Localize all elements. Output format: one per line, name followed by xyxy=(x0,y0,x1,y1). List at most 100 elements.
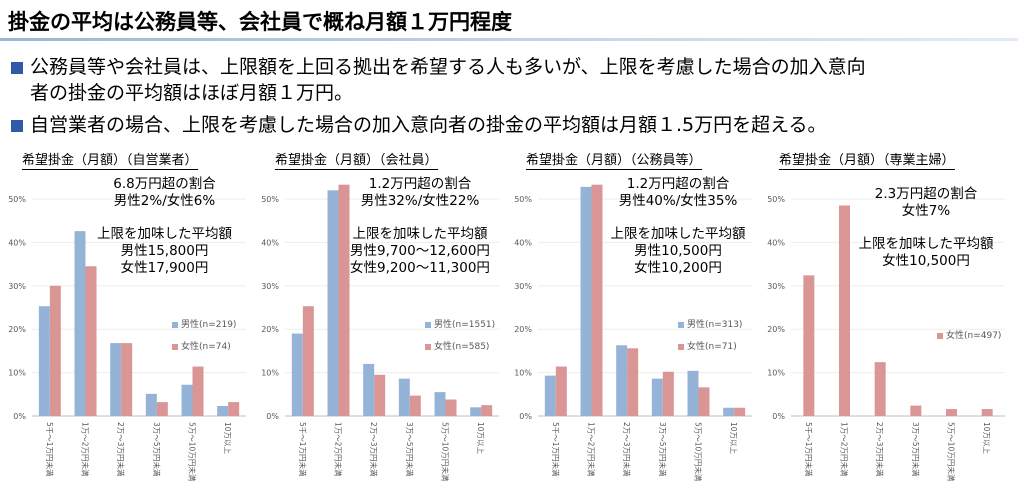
bar-female xyxy=(981,409,993,416)
y-tick-label: 50% xyxy=(514,195,532,204)
y-tick-label: 10% xyxy=(514,369,532,378)
bullet-text-line: 者の掛金の平均額はほぼ月額１万円。 xyxy=(30,82,354,104)
y-tick-label: 10% xyxy=(8,369,26,378)
legend-item: 女性(n=585) xyxy=(425,339,489,352)
bar-female xyxy=(85,266,97,416)
x-category-label: 5万～10万円未満 xyxy=(947,422,957,482)
y-tick-label: 0% xyxy=(519,412,532,421)
bullet-item-1: 公務員等や会社員は、上限額を上回る拠出を希望する人も多いが、上限を考慮した場合の… xyxy=(10,54,1010,106)
chart-annotation-average: 上限を加味した平均額 男性9,700～12,600円 女性9,200～11,300円 xyxy=(340,226,500,277)
chart-annotation-average: 上限を加味した平均額 男性15,800円 女性17,900円 xyxy=(77,226,252,277)
x-category-label: 1万～2万円未満 xyxy=(81,422,91,477)
legend-label: 男性(n=219) xyxy=(181,320,237,330)
bar-male xyxy=(363,363,375,416)
bar-female xyxy=(662,371,674,416)
x-category-label: 5万～10万円未満 xyxy=(188,422,198,482)
x-category-label: 5万～10万円未満 xyxy=(694,422,704,482)
x-category-label: 3万～5万円未満 xyxy=(152,422,162,477)
bullet-square-icon xyxy=(11,120,23,132)
chart-annotation: 6.8万円超の割合 男性2%/女性6% xyxy=(77,176,252,210)
bar-male xyxy=(723,407,735,416)
annotation-line: 男性9,700～12,600円 xyxy=(350,243,490,259)
y-tick-label: 20% xyxy=(8,325,26,334)
legend-item: 女性(n=71) xyxy=(678,339,737,352)
bar-female xyxy=(374,374,386,416)
x-category-label: 10万以上 xyxy=(476,422,485,455)
annotation-line: 女性9,200～11,300円 xyxy=(350,260,490,276)
annotation-line: 男性10,500円 xyxy=(634,243,722,259)
bar-male xyxy=(145,393,157,416)
bar-female xyxy=(734,407,746,416)
y-tick-label: 20% xyxy=(261,325,279,334)
y-tick-label: 0% xyxy=(266,412,279,421)
bar-female xyxy=(555,366,567,416)
chart-annotation-average: 上限を加味した平均額 男性10,500円 女性10,200円 xyxy=(598,226,758,277)
bar-male xyxy=(398,378,410,416)
bar-female xyxy=(156,402,168,416)
chart-title: 希望掛金（月額）（専業主婦） xyxy=(779,153,955,170)
annotation-line: 1.2万円超の割合 xyxy=(626,176,730,192)
x-category-label: 5千～1万円未満 xyxy=(804,422,814,477)
x-category-label: 3万～5万円未満 xyxy=(405,422,415,477)
y-tick-label: 40% xyxy=(8,238,26,247)
legend-label: 女性(n=585) xyxy=(434,342,490,352)
legend-label: 女性(n=74) xyxy=(181,342,231,352)
bullet-list: 公務員等や会社員は、上限額を上回る拠出を希望する人も多いが、上限を考慮した場合の… xyxy=(10,54,1010,138)
legend-swatch xyxy=(678,343,684,350)
x-category-label: 2万～3万円未満 xyxy=(369,422,379,477)
x-category-label: 2万～3万円未満 xyxy=(622,422,632,477)
bar-female xyxy=(121,343,133,416)
legend-swatch xyxy=(172,321,178,328)
y-tick-label: 40% xyxy=(767,238,785,247)
chart-title: 希望掛金（月額）（公務員等） xyxy=(526,153,702,170)
annotation-line: 男性40%/女性35% xyxy=(618,193,738,209)
chart-plot-svg: 0% 10% 20% 30% 40% 50% 5千～1万円未満 1万～2万円未満 2万～3万円未… xyxy=(8,195,246,482)
x-category-label: 10万以上 xyxy=(982,422,991,455)
legend-label: 男性(n=313) xyxy=(687,320,743,330)
chart-company-employee: 希望掛金（月額）（会社員） 0% 10% 20% 30% 40% 50% 5千～1万円未満 1万… xyxy=(255,152,505,497)
bullet-square-icon xyxy=(11,62,23,74)
chart-self-employed: 希望掛金（月額）（自営業者） 0% 10% 20% 30% 40% 50% 5千～1万円未満 1… xyxy=(2,152,252,497)
legend-swatch xyxy=(937,332,943,339)
bar-male xyxy=(181,384,193,416)
y-tick-label: 20% xyxy=(514,325,532,334)
annotation-line: 上限を加味した平均額 xyxy=(352,226,488,242)
bar-female xyxy=(874,362,886,416)
annotation-line: 1.2万円超の割合 xyxy=(368,176,472,192)
bar-male xyxy=(544,375,556,416)
x-category-label: 3万～5万円未満 xyxy=(911,422,921,477)
x-category-label: 10万以上 xyxy=(729,422,738,455)
legend-item: 男性(n=313) xyxy=(678,317,742,330)
annotation-line: 女性10,200円 xyxy=(634,260,722,276)
bar-female xyxy=(409,395,421,416)
annotation-line: 上限を加味した平均額 xyxy=(610,226,746,242)
y-tick-label: 20% xyxy=(767,325,785,334)
x-category-label: 10万以上 xyxy=(223,422,232,455)
chart-plot-svg: 0% 10% 20% 30% 40% 50% 5千～1万円未満 1万～2万円未満 2万～3万円未… xyxy=(261,184,499,482)
bar-male xyxy=(110,343,122,416)
x-category-label: 1万～2万円未満 xyxy=(587,422,597,477)
legend-item: 男性(n=219) xyxy=(172,317,236,330)
annotation-line: 女性17,900円 xyxy=(120,260,209,276)
bar-female xyxy=(591,184,603,416)
x-category-label: 5千～1万円未満 xyxy=(45,422,55,477)
chart-plot-svg: 0% 10% 20% 30% 40% 50% 5千～1万円未満 1万～2万円未満 2万～3万円未… xyxy=(767,195,1005,482)
annotation-line: 男性2%/女性6% xyxy=(113,193,216,209)
bar-male xyxy=(580,186,592,416)
legend-swatch xyxy=(425,321,431,328)
legend-swatch xyxy=(678,321,684,328)
y-tick-label: 10% xyxy=(261,369,279,378)
legend-item: 男性(n=1551) xyxy=(425,317,495,330)
y-tick-label: 50% xyxy=(261,195,279,204)
legend-label: 男性(n=1551) xyxy=(434,320,496,330)
bar-male xyxy=(687,370,699,416)
annotation-line: 男性32%/女性22% xyxy=(360,193,480,209)
title-underline xyxy=(0,38,1018,41)
x-category-label: 1万～2万円未満 xyxy=(334,422,344,477)
bullet-text-line: 公務員等や会社員は、上限額を上回る拠出を希望する人も多いが、上限を考慮した場合の… xyxy=(30,56,866,78)
chart-homemaker: 希望掛金（月額）（専業主婦） 0% 10% 20% 30% 40% 50% 5千～1万円未満 1… xyxy=(761,152,1011,497)
x-category-label: 1万～2万円未満 xyxy=(840,422,850,477)
y-tick-label: 30% xyxy=(8,282,26,291)
bar-female xyxy=(302,306,314,416)
bar-female xyxy=(49,285,61,416)
